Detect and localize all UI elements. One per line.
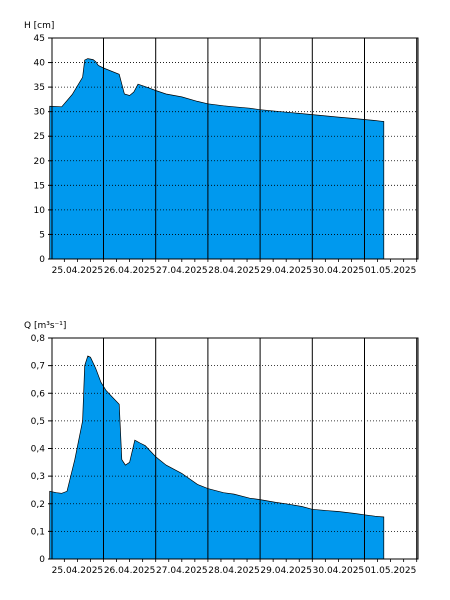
x-tick-label: 25.04.2025 xyxy=(52,566,104,576)
y-tick-label: 20 xyxy=(34,157,46,167)
y-tick-label: 0,2 xyxy=(31,500,45,510)
y-tick-label: 0,5 xyxy=(31,417,45,427)
x-tick-label: 29.04.2025 xyxy=(260,266,312,276)
x-tick-label: 01.05.2025 xyxy=(365,566,417,576)
y-tick-label: 15 xyxy=(34,181,45,191)
x-tick-label: 30.04.2025 xyxy=(313,266,365,276)
y-tick-label: 0,1 xyxy=(31,527,45,537)
x-tick-label: 30.04.2025 xyxy=(313,566,365,576)
y-tick-label: 0,6 xyxy=(31,389,46,399)
x-tick-label: 26.04.2025 xyxy=(104,566,156,576)
y-tick-label: 0,8 xyxy=(31,334,46,344)
x-tick-label: 27.04.2025 xyxy=(156,566,208,576)
y-tick-label: 45 xyxy=(34,34,45,44)
series-area xyxy=(49,58,385,260)
y-tick-label: 35 xyxy=(34,83,45,93)
plot-frame xyxy=(51,337,419,560)
discharge-chart: 0 0,1 0,2 0,3 0,4 0,5 0,6 0,7 0,8 25.04.2025 26.04… xyxy=(24,321,419,576)
y-tick-label: 25 xyxy=(34,132,45,142)
plot-frame xyxy=(51,37,419,260)
y-tick-label: 0,4 xyxy=(31,445,46,455)
y-axis-label: H [cm] xyxy=(24,21,54,31)
x-tick-label: 01.05.2025 xyxy=(365,266,417,276)
y-tick-label: 5 xyxy=(39,230,45,240)
y-tick-label: 10 xyxy=(34,206,46,216)
water-level-chart: 0 5 10 15 20 25 30 35 40 45 25.04.2025 26.04.2025 27… xyxy=(24,21,419,276)
y-tick-label: 40 xyxy=(34,59,46,69)
y-tick-label: 0,7 xyxy=(31,362,45,372)
y-tick-label: 0,3 xyxy=(31,472,45,482)
y-tick-label: 30 xyxy=(34,108,46,118)
y-axis-label: Q [m³s⁻¹] xyxy=(24,321,66,331)
y-tick-label: 0 xyxy=(39,255,45,265)
x-tick-label: 25.04.2025 xyxy=(52,266,104,276)
x-tick-label: 26.04.2025 xyxy=(104,266,156,276)
x-tick-label: 28.04.2025 xyxy=(208,566,260,576)
x-tick-label: 27.04.2025 xyxy=(156,266,208,276)
x-tick-label: 28.04.2025 xyxy=(208,266,260,276)
x-tick-label: 29.04.2025 xyxy=(260,566,312,576)
series-area xyxy=(49,355,385,560)
y-tick-label: 0 xyxy=(39,555,45,565)
